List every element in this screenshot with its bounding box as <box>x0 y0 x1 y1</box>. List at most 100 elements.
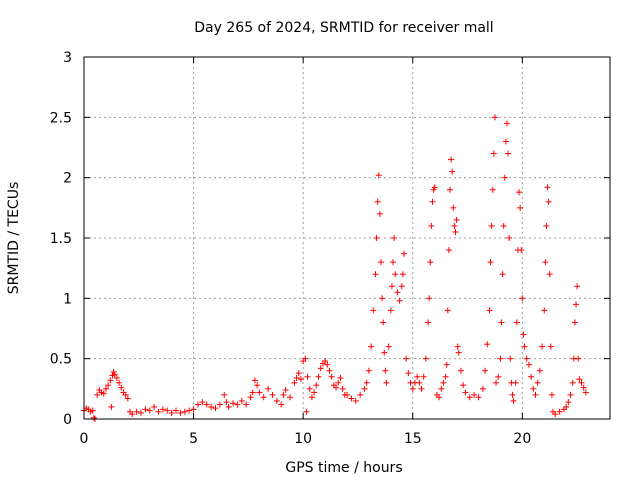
data-point <box>471 391 478 398</box>
data-point <box>479 385 486 392</box>
axis-ticks: 0 0.5 1 1.5 2 2.5 3 0 5 10 15 20 <box>50 50 610 447</box>
data-point <box>278 401 285 408</box>
data-point <box>146 407 153 414</box>
data-point <box>199 399 206 406</box>
data-point <box>425 319 432 326</box>
data-point <box>457 367 464 374</box>
x-tick-label: 5 <box>189 431 198 447</box>
data-point <box>460 382 467 389</box>
data-point <box>297 376 304 383</box>
data-point <box>108 403 115 410</box>
data-point <box>159 406 166 413</box>
data-point <box>563 403 570 410</box>
data-point <box>348 395 355 402</box>
y-tick-label: 3 <box>63 50 72 66</box>
data-point <box>422 355 429 362</box>
data-point <box>317 365 324 372</box>
data-point <box>392 271 399 278</box>
data-point <box>534 379 541 386</box>
data-point <box>565 399 572 406</box>
y-tick-label: 1.5 <box>50 231 72 247</box>
data-point <box>428 222 435 229</box>
data-point <box>509 391 516 398</box>
data-point <box>523 355 530 362</box>
data-point <box>396 297 403 304</box>
data-point <box>122 391 129 398</box>
data-point <box>111 371 118 378</box>
data-point <box>454 343 461 350</box>
data-point <box>190 406 197 413</box>
data-point <box>368 343 375 350</box>
data-point <box>539 343 546 350</box>
data-point <box>374 198 381 205</box>
data-point <box>414 373 421 380</box>
data-point <box>580 384 587 391</box>
data-point <box>444 307 451 314</box>
data-point <box>574 283 581 290</box>
data-point <box>333 384 340 391</box>
data-point <box>452 228 459 235</box>
data-point <box>505 150 512 157</box>
data-point <box>382 367 389 374</box>
data-point <box>234 401 241 408</box>
data-point <box>493 379 500 386</box>
data-points <box>81 114 589 422</box>
data-point <box>517 204 524 211</box>
data-point <box>513 319 520 326</box>
x-tick-label: 10 <box>294 431 312 447</box>
data-point <box>398 283 405 290</box>
data-point <box>344 391 350 398</box>
x-tick-label: 15 <box>404 431 422 447</box>
data-point <box>482 367 489 374</box>
data-point <box>532 391 539 398</box>
data-point <box>416 379 423 386</box>
data-point <box>488 222 495 229</box>
data-point <box>571 319 578 326</box>
data-point <box>223 399 230 406</box>
data-point <box>495 373 502 380</box>
data-point <box>545 198 552 205</box>
data-point <box>548 391 555 398</box>
data-point <box>376 210 383 217</box>
data-point <box>475 394 482 401</box>
data-point <box>487 259 494 266</box>
data-point <box>194 401 201 408</box>
data-point <box>575 355 582 362</box>
data-point <box>546 271 553 278</box>
data-point <box>394 289 401 296</box>
data-point <box>373 235 380 241</box>
data-point <box>177 409 184 416</box>
data-point <box>543 222 550 229</box>
data-point <box>339 385 346 392</box>
data-point <box>203 401 210 408</box>
data-point <box>462 389 469 396</box>
data-point <box>542 259 549 266</box>
data-point <box>372 271 379 278</box>
data-point <box>498 319 505 326</box>
data-point <box>503 120 510 127</box>
data-point <box>249 389 256 396</box>
data-point <box>556 408 563 415</box>
data-point <box>100 390 107 397</box>
data-point <box>418 385 425 392</box>
data-point <box>306 385 313 392</box>
data-point <box>420 373 427 380</box>
data-point <box>363 379 370 386</box>
data-point <box>133 408 140 415</box>
data-point <box>501 174 508 181</box>
data-point <box>491 114 498 121</box>
data-point <box>387 307 394 314</box>
data-point <box>448 156 455 163</box>
data-point <box>107 377 114 384</box>
data-point <box>129 411 136 418</box>
data-point <box>578 379 585 386</box>
data-point <box>436 394 443 401</box>
data-point <box>243 401 250 408</box>
y-tick-label: 2 <box>63 171 72 187</box>
data-point <box>541 307 548 314</box>
data-point <box>328 373 335 380</box>
y-tick-label: 1 <box>63 291 72 307</box>
data-point <box>399 271 406 278</box>
data-point <box>442 373 449 380</box>
